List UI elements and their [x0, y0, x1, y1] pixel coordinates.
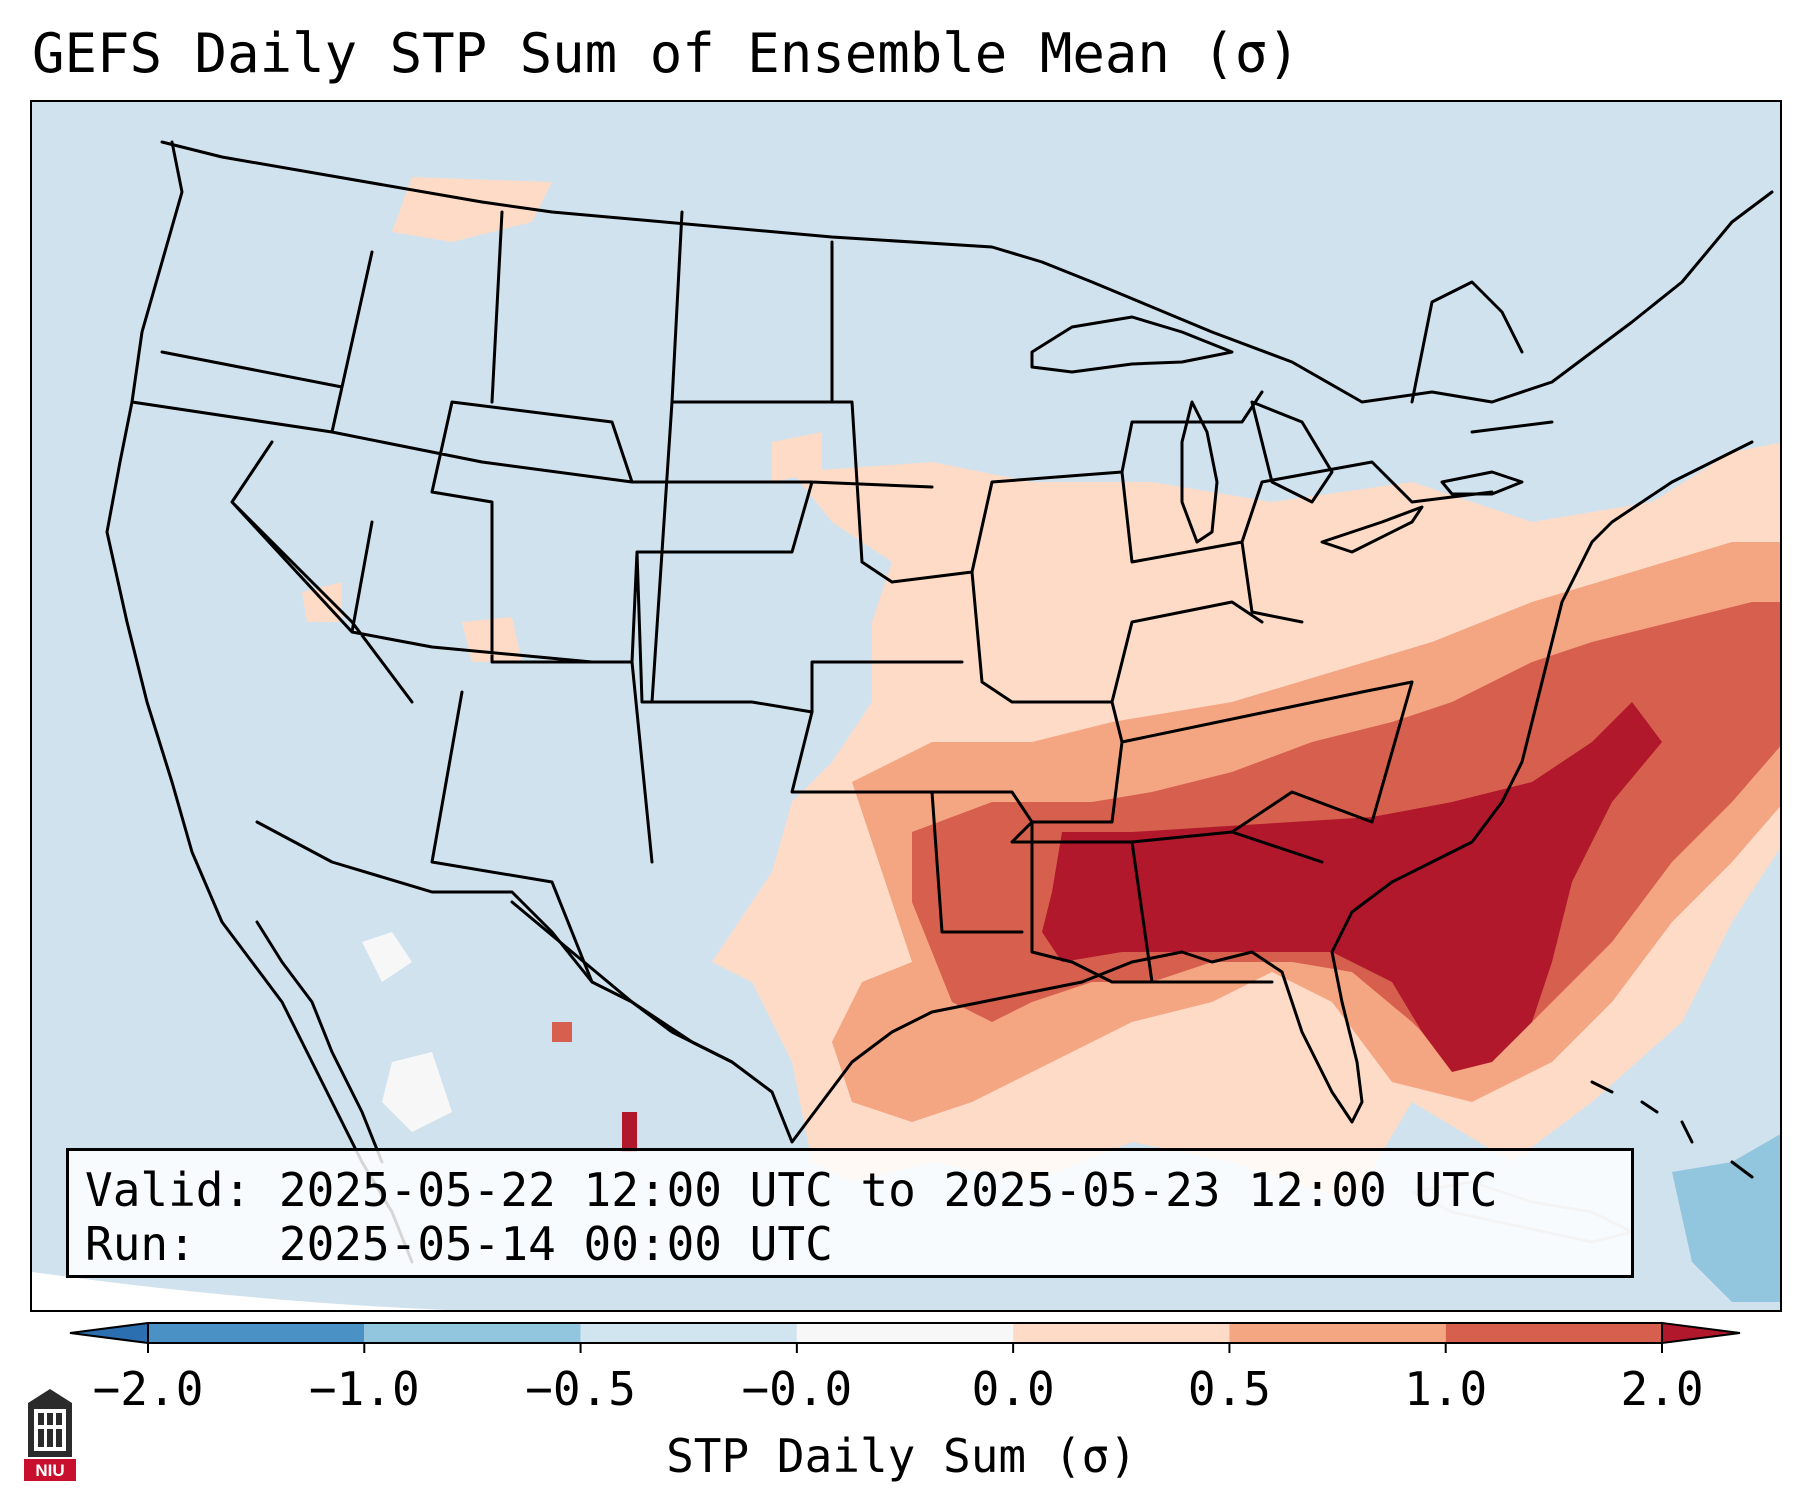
gulf-coastline	[510, 440, 1754, 1144]
run-label: Run:	[85, 1217, 196, 1271]
colorbar-tick-label: −0.0	[741, 1362, 853, 1416]
colorbar-bin	[1229, 1323, 1446, 1343]
colorbar-bin	[364, 1323, 581, 1343]
run-line: Run: 2025-05-14 00:00 UTC	[85, 1217, 1615, 1271]
us-canada-border	[160, 140, 1774, 404]
pacific-coastline	[105, 140, 414, 1264]
baja-coastline	[255, 920, 384, 1164]
boundary-layer	[105, 140, 1774, 1264]
colorbar-label: STP Daily Sum (σ)	[666, 1429, 1137, 1483]
valid-label: Valid:	[85, 1163, 252, 1217]
colorbar-tick-label: −0.5	[525, 1362, 636, 1416]
lake-michigan	[1180, 400, 1219, 544]
lake-superior	[1030, 315, 1234, 374]
bahamas-outline	[1590, 1080, 1754, 1179]
stp-shaded-region	[382, 1052, 452, 1132]
map-panel	[30, 100, 1782, 1312]
lake-huron	[1250, 400, 1334, 504]
state-borders	[130, 210, 1554, 984]
colorbar-bin	[580, 1323, 797, 1343]
stp-shaded-region	[552, 1022, 572, 1042]
colorbar	[69, 1321, 1741, 1353]
colorbar-bin	[1445, 1323, 1662, 1343]
valid-line: Valid: 2025-05-22 12:00 UTC to 2025-05-2…	[85, 1163, 1615, 1217]
niu-logo: NIU	[24, 1389, 76, 1481]
valid-time: 2025-05-22 12:00 UTC to 2025-05-23 12:00…	[278, 1163, 1498, 1217]
projection-edge	[32, 1272, 448, 1310]
mexico-border	[255, 820, 734, 1064]
stp-shaded-region	[362, 932, 412, 982]
run-time: 2025-05-14 00:00 UTC	[278, 1217, 833, 1271]
colorbar-tick-label: 0.0	[971, 1362, 1055, 1416]
stp-shaded-region	[1672, 1134, 1780, 1302]
colorbar-tick-label: −1.0	[308, 1362, 420, 1416]
colorbar-tick-label: −2.0	[92, 1362, 204, 1416]
colorbar-tick-label: 0.5	[1187, 1362, 1271, 1416]
niu-logo-text: NIU	[35, 1461, 64, 1480]
colorbar-tick-label: 1.0	[1404, 1362, 1488, 1416]
colorbar-tick-label: 2.0	[1620, 1362, 1704, 1416]
colorbar-extend-low	[69, 1321, 149, 1345]
stp-shaded-region	[622, 1112, 637, 1152]
map-canvas	[32, 140, 1780, 1310]
stp-shaded-region	[772, 432, 822, 482]
colorbar-bin	[148, 1323, 365, 1343]
page-title: GEFS Daily STP Sum of Ensemble Mean (σ)	[32, 22, 1300, 85]
colorbar-bin	[796, 1323, 1014, 1343]
colorbar-frame	[147, 1322, 1663, 1344]
colorbar-bin	[1013, 1323, 1230, 1343]
colorbar-extend-high	[1661, 1321, 1741, 1345]
lake-ontario	[1440, 470, 1524, 496]
lake-erie	[1320, 505, 1424, 554]
valid-run-info-box: Valid: 2025-05-22 12:00 UTC to 2025-05-2…	[66, 1148, 1634, 1278]
